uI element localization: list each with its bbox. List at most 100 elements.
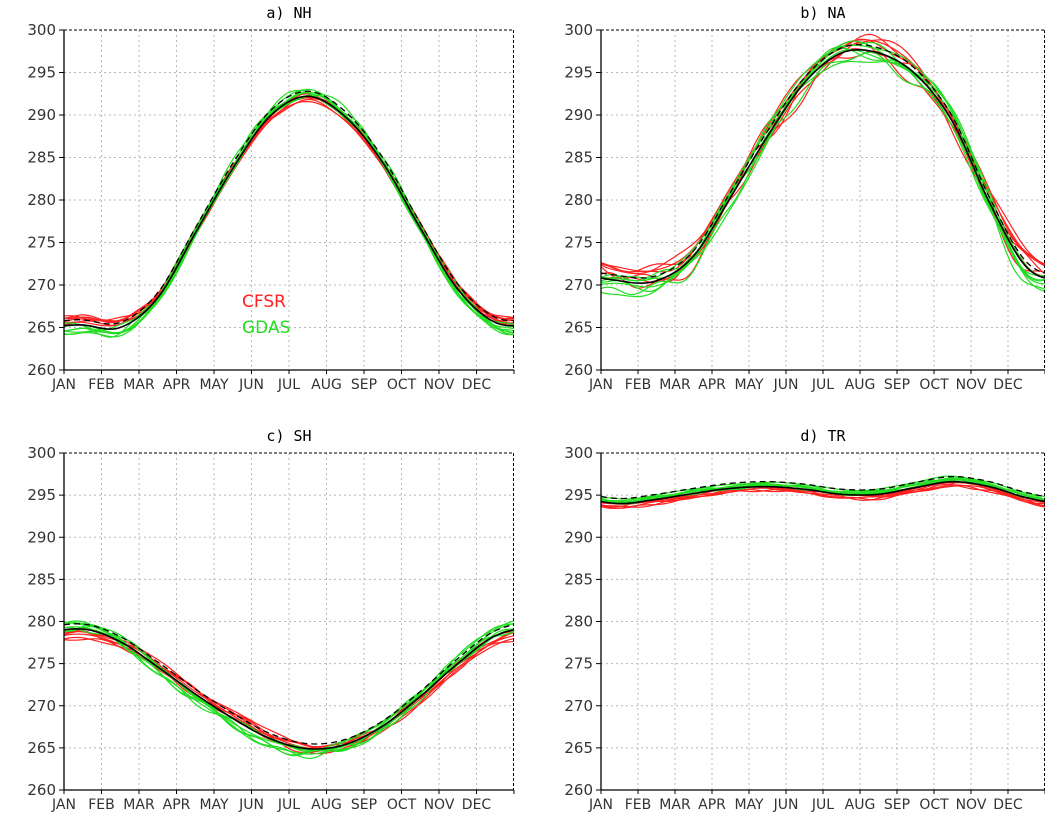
x-tick-label: JUN <box>773 797 799 813</box>
y-tick-label: 295 <box>564 486 593 504</box>
x-tick-label: AUG <box>311 377 342 393</box>
x-tick-label: AUG <box>845 377 876 393</box>
legend-entry-cfsr: CFSR <box>242 292 286 312</box>
x-tick-label: MAY <box>734 377 764 393</box>
series-line-cfsr <box>63 638 515 754</box>
y-tick-label: 290 <box>564 528 593 546</box>
x-tick-label: DEC <box>993 377 1023 393</box>
x-tick-label: NOV <box>956 797 987 813</box>
y-tick-label: 265 <box>27 319 56 337</box>
series-line-mean <box>600 48 1045 285</box>
x-tick-label: JUL <box>811 797 834 813</box>
x-tick-label: DEC <box>993 797 1023 813</box>
y-tick-label: 270 <box>27 276 56 294</box>
x-tick-label: OCT <box>387 377 417 393</box>
series-line-gdas <box>600 44 1045 282</box>
x-tick-label: DEC <box>462 797 492 813</box>
x-tick-label: JUN <box>238 377 264 393</box>
panel-3: 260 265 270 275 280 285 290 295 300 JAN FEB MAR APR M… <box>27 427 515 813</box>
y-tick-label: 265 <box>564 739 593 757</box>
y-tick-label: 300 <box>564 21 593 39</box>
x-tick-label: NOV <box>956 377 987 393</box>
x-tick-label: MAR <box>123 797 155 813</box>
y-tick-label: 285 <box>27 149 56 167</box>
x-tick-label: APR <box>698 797 726 813</box>
y-tick-label: 285 <box>564 570 593 588</box>
y-tick-label: 280 <box>27 613 56 631</box>
panel-title: c) SH <box>266 427 311 445</box>
series-line-gdas <box>63 95 515 338</box>
series-line-gdas <box>600 479 1045 504</box>
x-tick-label: MAY <box>734 797 764 813</box>
x-tick-label: JUL <box>277 797 300 813</box>
series-line-cfsr <box>600 39 1045 272</box>
x-tick-label: JUN <box>238 797 264 813</box>
panel-1: 260 265 270 275 280 285 290 295 300 JAN FEB MAR APR M… <box>27 4 515 393</box>
gridlines <box>601 30 1045 370</box>
panel-2: 260 265 270 275 280 285 290 295 300 JAN FEB MAR APR M… <box>564 4 1045 393</box>
panel-title: b) NA <box>800 4 845 22</box>
y-tick-label: 275 <box>564 234 593 252</box>
series-line-gdas <box>63 626 515 760</box>
x-tick-label: OCT <box>387 797 417 813</box>
series-line-gdas <box>601 48 1045 288</box>
y-tick-label: 275 <box>564 655 593 673</box>
x-tick-label: FEB <box>88 377 115 393</box>
x-tick-label: AUG <box>845 797 876 813</box>
y-tick-label: 300 <box>27 444 56 462</box>
y-tick-label: 270 <box>564 276 593 294</box>
series-line-mean-dashed <box>600 43 1045 279</box>
series-group <box>600 475 1045 509</box>
series-line-cfsr <box>600 483 1045 508</box>
series-group <box>63 88 515 338</box>
y-tick-label: 270 <box>564 697 593 715</box>
y-tick-label: 300 <box>564 444 593 462</box>
series-line-mean-dashed <box>600 475 1045 500</box>
gridlines <box>601 453 1045 790</box>
x-tick-label: MAR <box>123 377 155 393</box>
series-line-mean-dashed <box>63 90 514 325</box>
series-line-mean <box>63 95 514 330</box>
y-tick-label: 260 <box>564 361 593 379</box>
y-tick-label: 280 <box>27 191 56 209</box>
y-tick-label: 290 <box>564 106 593 124</box>
series-line-mean-dashed <box>63 623 515 745</box>
x-tick-label: APR <box>163 377 191 393</box>
series-line-cfsr <box>63 93 515 323</box>
x-tick-label: JAN <box>588 377 613 393</box>
x-tick-label: NOV <box>424 797 455 813</box>
x-tick-label: FEB <box>625 797 652 813</box>
y-tick-label: 265 <box>564 319 593 337</box>
series-group <box>600 33 1045 298</box>
x-tick-label: AUG <box>311 797 342 813</box>
y-tick-label: 285 <box>564 149 593 167</box>
panel-title: d) TR <box>800 427 846 445</box>
x-tick-label: SEP <box>884 377 910 393</box>
y-tick-label: 285 <box>27 570 56 588</box>
y-tick-label: 295 <box>564 64 593 82</box>
x-tick-label: MAR <box>659 797 691 813</box>
x-tick-label: APR <box>163 797 191 813</box>
series-line-gdas <box>63 622 514 753</box>
x-tick-label: MAR <box>659 377 691 393</box>
x-tick-label: MAY <box>199 797 229 813</box>
y-tick-label: 270 <box>27 697 56 715</box>
y-tick-label: 290 <box>27 528 56 546</box>
legend-entry-gdas: GDAS <box>242 318 290 338</box>
series-line-gdas <box>63 620 515 752</box>
series-line-mean <box>63 627 515 750</box>
series-line-gdas <box>63 91 515 335</box>
x-tick-label: SEP <box>884 797 910 813</box>
series-line-gdas <box>600 60 1045 298</box>
x-tick-label: FEB <box>625 377 652 393</box>
x-tick-label: OCT <box>919 377 949 393</box>
y-tick-label: 275 <box>27 234 56 252</box>
x-tick-label: APR <box>698 377 726 393</box>
gridlines <box>64 453 514 790</box>
series-line-cfsr <box>600 484 1045 509</box>
panel-title: a) NH <box>266 4 311 22</box>
x-tick-label: JUN <box>773 377 799 393</box>
series-line-mean <box>600 480 1045 505</box>
x-tick-label: JUL <box>277 377 300 393</box>
